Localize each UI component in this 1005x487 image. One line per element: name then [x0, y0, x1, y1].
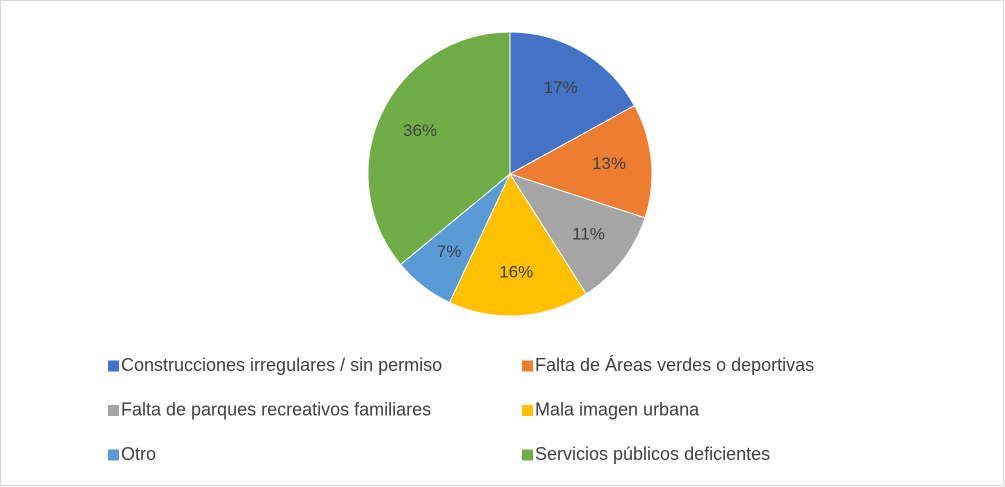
- legend-swatch: [522, 449, 533, 461]
- legend-label: Falta de Áreas verdes o deportivas: [535, 355, 814, 375]
- legend-label: Otro: [121, 444, 156, 464]
- legend-swatch: [108, 449, 119, 461]
- legend-swatch: [522, 405, 533, 416]
- legend-swatch: [522, 360, 533, 372]
- legend-label: Falta de parques recreativos familiares: [121, 399, 431, 419]
- data-label: 16%: [499, 263, 533, 282]
- data-label: 7%: [437, 242, 462, 261]
- pie-slice: [448, 172, 587, 317]
- legend-swatch: [108, 405, 119, 416]
- pie-slice: [367, 31, 511, 266]
- data-label: 11%: [572, 224, 605, 243]
- data-label: 17%: [544, 78, 578, 97]
- data-label: 13%: [592, 154, 626, 173]
- pie-slice: [509, 31, 636, 175]
- legend-label: Construcciones irregulares / sin permiso: [121, 355, 442, 375]
- pie-slice: [508, 173, 646, 295]
- legend-label: Mala imagen urbana: [535, 399, 700, 419]
- legend-label: Servicios públicos deficientes: [535, 444, 770, 464]
- pie-slice: [508, 104, 653, 219]
- legend-swatch: [108, 360, 119, 372]
- data-label: 36%: [403, 121, 437, 140]
